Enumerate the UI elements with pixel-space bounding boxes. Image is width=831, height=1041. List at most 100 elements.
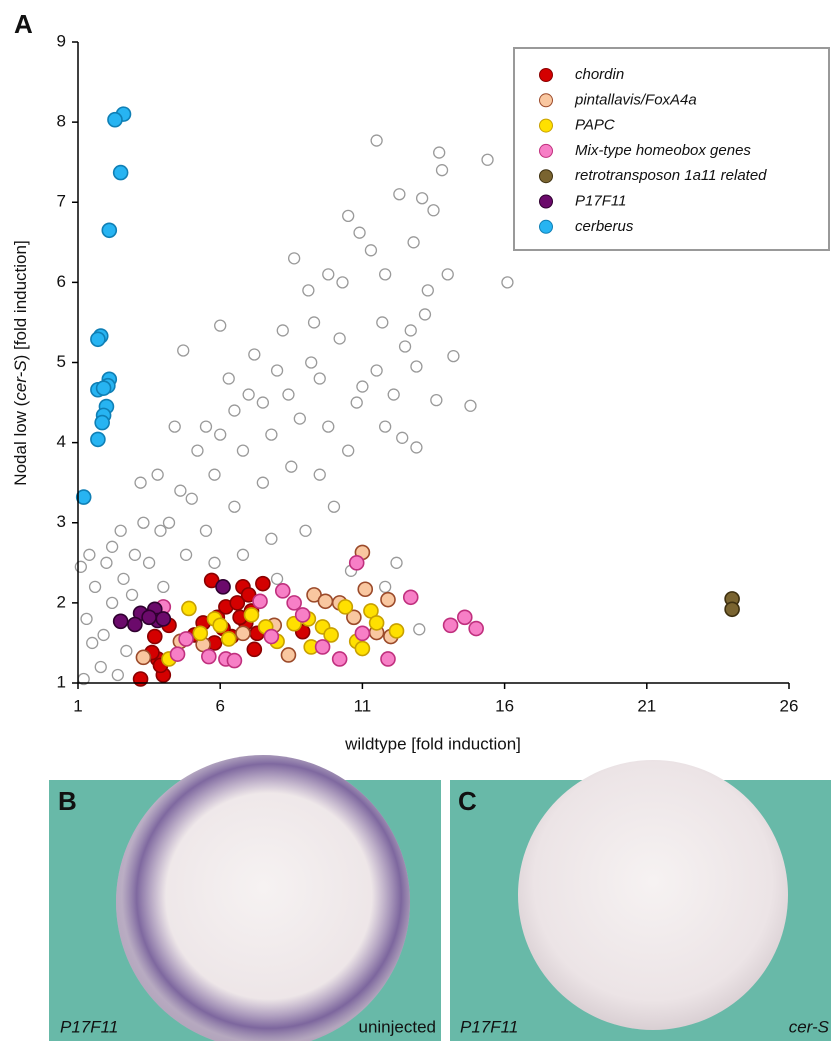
point bbox=[80, 612, 93, 626]
point bbox=[280, 647, 297, 663]
x-tick-label: 6 bbox=[215, 696, 224, 715]
point bbox=[387, 388, 400, 401]
point bbox=[276, 324, 289, 337]
point bbox=[179, 548, 193, 561]
point bbox=[265, 428, 278, 441]
point bbox=[305, 356, 318, 369]
legend-marker bbox=[539, 143, 553, 158]
point bbox=[228, 500, 241, 513]
point bbox=[331, 651, 348, 667]
point bbox=[169, 646, 186, 662]
y-tick-label: 7 bbox=[57, 192, 66, 211]
point bbox=[142, 556, 156, 569]
point bbox=[256, 396, 270, 409]
point bbox=[413, 623, 426, 636]
point bbox=[393, 188, 406, 201]
point bbox=[214, 428, 227, 441]
point bbox=[220, 631, 237, 647]
legend-marker bbox=[539, 93, 553, 108]
panel-label: A bbox=[14, 9, 33, 39]
point bbox=[105, 540, 119, 553]
point bbox=[379, 268, 392, 281]
point bbox=[724, 601, 740, 618]
point bbox=[407, 236, 420, 249]
point bbox=[181, 600, 197, 617]
point bbox=[302, 284, 315, 297]
y-tick-label: 1 bbox=[57, 672, 66, 691]
legend-label: retrotransposon 1a11 related bbox=[575, 167, 767, 184]
legend-marker bbox=[539, 219, 553, 234]
point bbox=[404, 324, 417, 337]
legend-marker bbox=[539, 118, 553, 133]
point bbox=[226, 652, 243, 669]
point bbox=[112, 613, 129, 630]
caption: uninjected bbox=[358, 1017, 436, 1036]
point bbox=[151, 468, 164, 481]
point bbox=[90, 331, 106, 348]
panel-b: B P17F11 uninjected bbox=[49, 755, 441, 1041]
point bbox=[282, 388, 295, 401]
point bbox=[228, 404, 241, 417]
x-axis-label: wildtype [fold induction] bbox=[344, 734, 521, 753]
legend-label: PAPC bbox=[575, 117, 615, 134]
point bbox=[430, 394, 443, 407]
point bbox=[74, 560, 87, 573]
point bbox=[427, 204, 440, 217]
point bbox=[256, 476, 270, 489]
embryo bbox=[518, 760, 788, 1030]
point bbox=[191, 444, 204, 457]
point bbox=[390, 556, 403, 569]
y-tick-label: 9 bbox=[57, 31, 66, 50]
point bbox=[252, 593, 268, 610]
point bbox=[337, 599, 354, 615]
x-tick-label: 26 bbox=[780, 696, 799, 715]
point bbox=[137, 516, 150, 529]
point bbox=[342, 209, 355, 223]
caption: P17F11 bbox=[460, 1017, 518, 1036]
point bbox=[132, 671, 149, 687]
y-label-part: Nodal low ( bbox=[11, 400, 30, 485]
point bbox=[178, 631, 194, 647]
y-tick-label: 5 bbox=[57, 352, 66, 371]
point bbox=[402, 589, 419, 606]
panel-label: C bbox=[458, 786, 477, 816]
point bbox=[243, 607, 260, 623]
point bbox=[134, 476, 147, 489]
point bbox=[354, 640, 371, 657]
point bbox=[75, 489, 92, 505]
point bbox=[380, 651, 396, 667]
legend-label: Mix-type homeobox genes bbox=[575, 142, 751, 159]
point bbox=[174, 484, 187, 497]
legend-marker bbox=[539, 194, 553, 209]
point bbox=[348, 555, 365, 571]
legend-label: cerberus bbox=[575, 218, 634, 235]
point bbox=[342, 444, 355, 457]
point bbox=[464, 399, 477, 412]
point bbox=[333, 332, 346, 345]
point bbox=[356, 380, 369, 393]
point bbox=[162, 516, 176, 529]
point bbox=[314, 639, 331, 655]
legend-marker bbox=[539, 169, 553, 184]
point bbox=[398, 340, 412, 353]
point bbox=[447, 349, 460, 363]
y-axis-label: Nodal low (cer-S) [fold induction] bbox=[11, 240, 30, 485]
point bbox=[285, 460, 298, 473]
x-tick-label: 1 bbox=[73, 696, 82, 715]
point bbox=[208, 556, 221, 569]
point bbox=[376, 316, 389, 329]
point bbox=[177, 344, 190, 357]
point bbox=[370, 134, 383, 147]
point bbox=[418, 308, 432, 321]
point bbox=[435, 164, 449, 177]
point bbox=[95, 380, 112, 396]
point bbox=[157, 580, 170, 593]
point bbox=[192, 625, 209, 642]
x-tick-label: 11 bbox=[354, 696, 372, 715]
y-tick-label: 8 bbox=[57, 112, 66, 131]
point bbox=[255, 575, 271, 592]
point bbox=[270, 364, 284, 377]
point bbox=[222, 372, 235, 385]
point bbox=[114, 524, 127, 537]
